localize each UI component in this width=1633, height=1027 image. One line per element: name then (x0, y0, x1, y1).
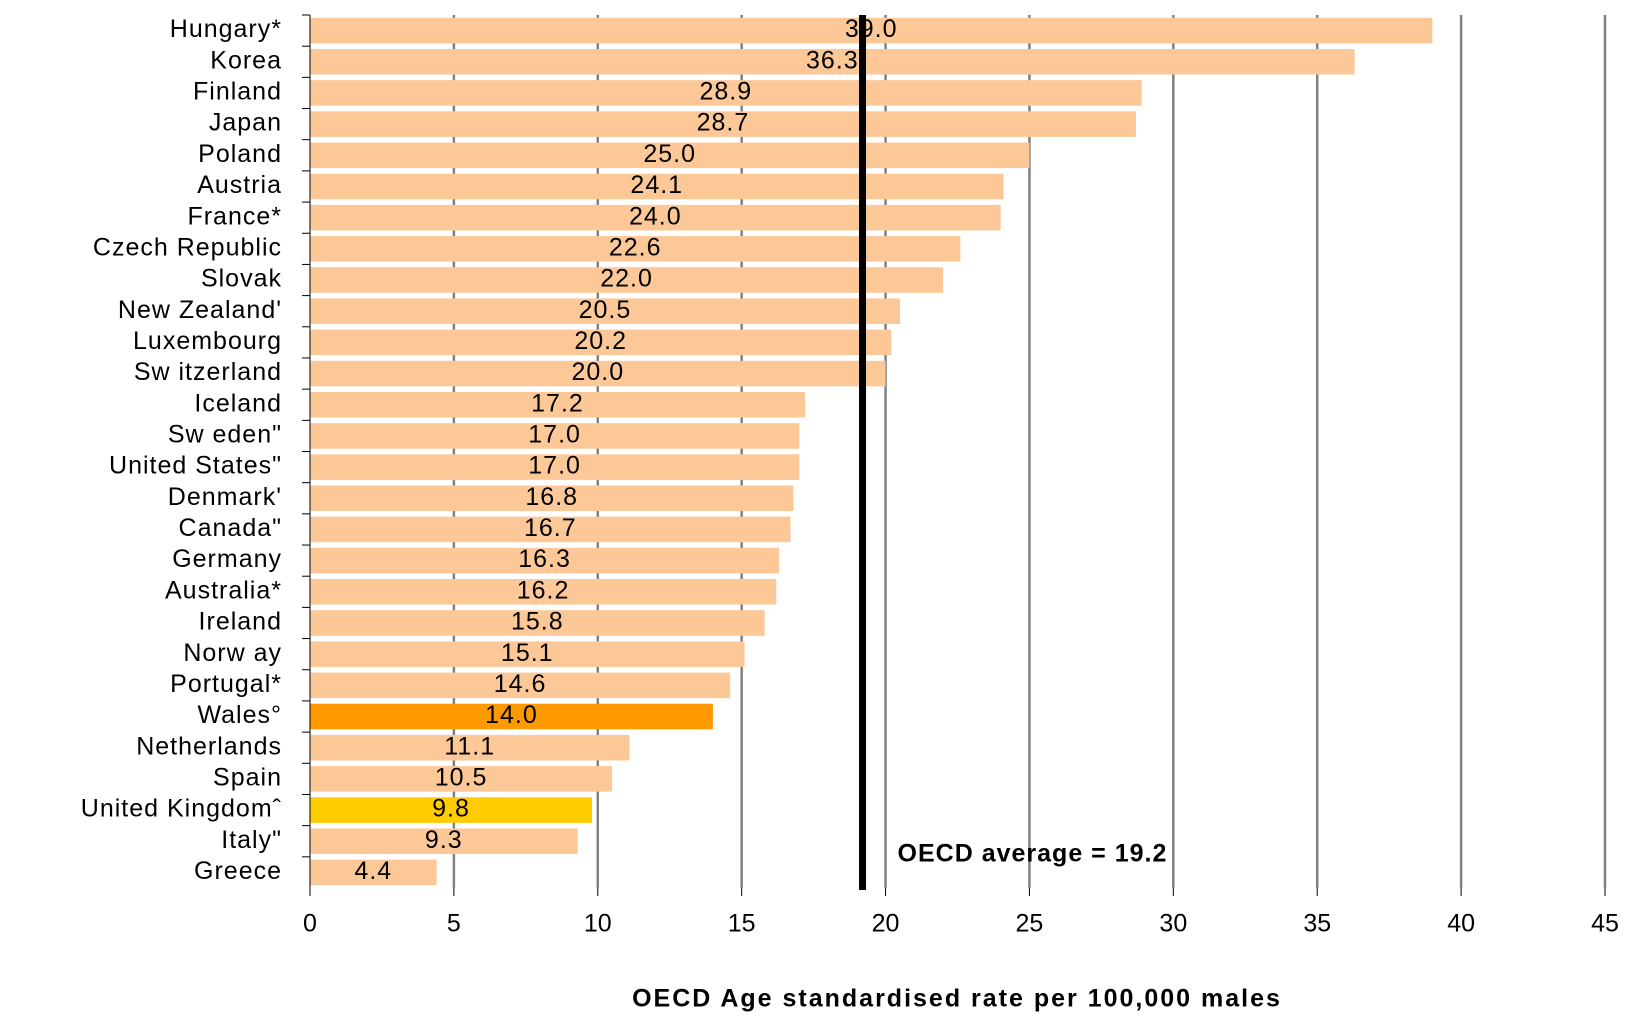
data-label: 20.2 (574, 327, 627, 355)
data-label: 28.7 (697, 109, 750, 137)
bar (310, 267, 944, 293)
y-tick-label: Canada" (179, 514, 282, 542)
y-tick-label: Iceland (194, 389, 282, 417)
data-label: 14.0 (485, 701, 538, 729)
y-tick-label: Australia* (165, 576, 282, 604)
bar (310, 423, 800, 449)
data-label: 10.5 (435, 763, 488, 791)
data-label: 16.7 (524, 514, 577, 542)
bar (310, 485, 794, 512)
y-tick-label: New Zealand' (118, 296, 282, 324)
x-tick-label: 20 (872, 910, 900, 938)
bar (310, 111, 1136, 137)
y-tick-label: Italy" (221, 826, 282, 854)
y-tick-label: Sw itzerland (134, 358, 282, 386)
y-tick-label: Sw eden" (168, 421, 282, 449)
y-tick-label: Poland (198, 140, 282, 168)
y-tick-label: Czech Republic (93, 233, 282, 261)
y-tick-label: Ireland (199, 608, 282, 636)
bar (310, 173, 1004, 200)
data-label: 25.0 (643, 140, 696, 168)
bar (310, 610, 765, 636)
data-label: 22.6 (609, 233, 662, 261)
y-tick-label: Germany (172, 545, 282, 573)
y-tick-label: Japan (209, 109, 282, 137)
average-label: OECD average = 19.2 (898, 840, 1168, 868)
data-label: 20.5 (579, 296, 632, 324)
x-tick-label: 45 (1591, 910, 1619, 938)
bar (310, 516, 791, 543)
x-tick-label: 30 (1159, 910, 1187, 938)
data-label: 36.3 (806, 46, 859, 74)
y-tick-label: Portugal* (170, 670, 282, 698)
y-tick-label: Austria (197, 171, 282, 199)
data-label: 20.0 (571, 358, 624, 386)
bar (310, 797, 593, 823)
bar (310, 48, 1355, 75)
data-label: 16.3 (518, 545, 571, 573)
x-tick-label: 0 (303, 910, 317, 938)
bar (310, 579, 777, 605)
data-label: 22.0 (600, 265, 653, 293)
bar (310, 236, 961, 262)
data-label: 11.1 (444, 732, 495, 760)
bar (310, 17, 1433, 44)
y-tick-label: Hungary* (170, 15, 282, 43)
x-tick-label: 5 (447, 910, 461, 938)
y-tick-label: United States" (109, 452, 282, 480)
bar (310, 204, 1001, 231)
y-tick-label: Norw ay (183, 639, 282, 667)
data-label: 24.0 (629, 202, 682, 230)
bar (310, 391, 805, 418)
bar (310, 142, 1030, 169)
data-label: 17.2 (531, 389, 584, 417)
x-tick-label: 35 (1303, 910, 1331, 938)
y-tick-label: Finland (193, 78, 282, 106)
y-tick-label: United Kingdomˆ (81, 795, 282, 823)
data-label: 39.0 (845, 15, 898, 43)
data-label: 28.9 (700, 78, 753, 106)
x-tick-label: 40 (1447, 910, 1475, 938)
x-tick-label: 10 (584, 910, 612, 938)
bar (310, 360, 886, 387)
bar (310, 454, 800, 480)
x-tick-label: 25 (1016, 910, 1044, 938)
data-label: 16.2 (517, 576, 570, 604)
data-label: 9.3 (425, 826, 463, 854)
y-tick-label: France* (187, 202, 282, 230)
data-label: 17.0 (528, 452, 581, 480)
data-label: 17.0 (528, 421, 581, 449)
bar (310, 298, 900, 324)
y-tick-label: Greece (194, 857, 282, 885)
data-label: 16.8 (525, 483, 578, 511)
bar (310, 641, 745, 667)
bar (310, 734, 630, 761)
bar (310, 703, 713, 730)
bar (310, 859, 437, 886)
x-tick-label: 15 (728, 910, 756, 938)
data-label: 4.4 (354, 857, 392, 885)
y-tick-label: Korea (210, 46, 282, 74)
data-label: 24.1 (630, 171, 683, 199)
y-tick-label: Wales° (197, 701, 282, 729)
bar (310, 766, 613, 792)
bar (310, 672, 731, 699)
bar (310, 547, 780, 574)
y-tick-label: Luxembourg (133, 327, 282, 355)
data-label: 14.6 (494, 670, 547, 698)
y-tick-label: Netherlands (136, 732, 282, 760)
data-label: 15.8 (511, 608, 564, 636)
data-label: 15.1 (501, 639, 554, 667)
bar (310, 828, 578, 855)
bar (310, 80, 1142, 106)
y-tick-label: Denmark' (168, 483, 282, 511)
data-label: 9.8 (432, 795, 470, 823)
x-axis-title: OECD Age standardised rate per 100,000 m… (632, 985, 1282, 1013)
y-tick-label: Slovak (201, 265, 282, 293)
y-tick-label: Spain (213, 763, 282, 791)
bar (310, 329, 892, 356)
